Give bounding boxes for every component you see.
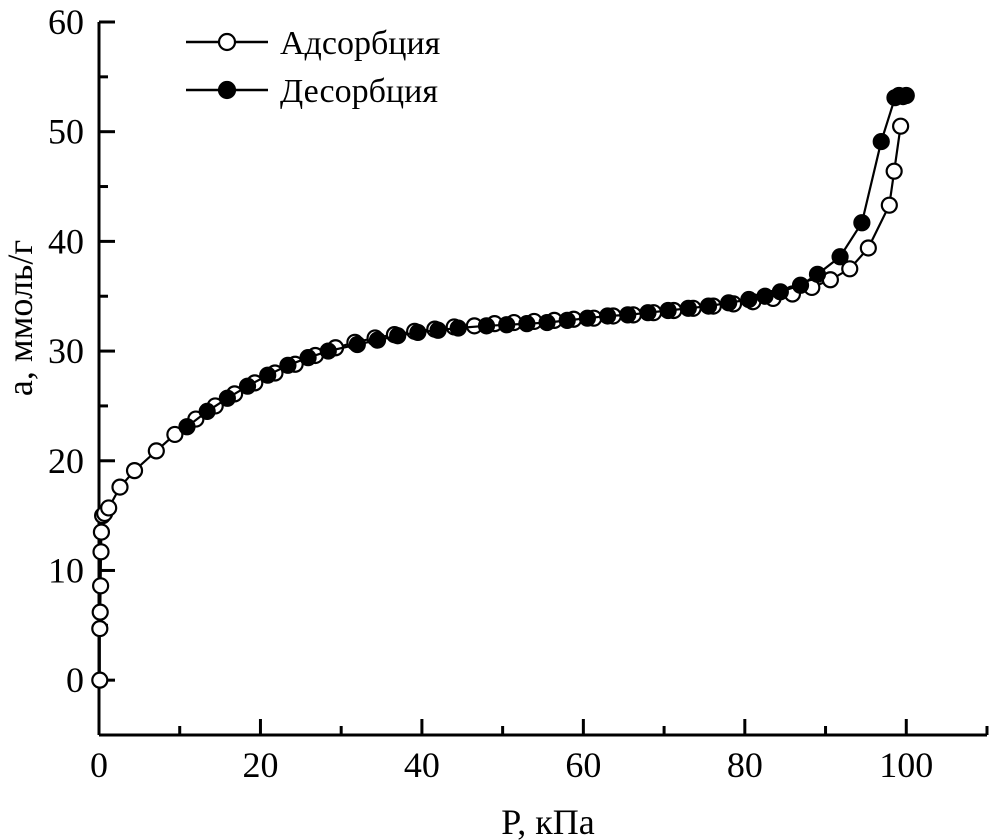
x-tick-label: 0	[90, 745, 108, 785]
adsorption-point	[885, 162, 903, 180]
desorption-point	[218, 389, 236, 407]
desorption-point	[756, 287, 774, 305]
desorption-point	[299, 349, 317, 367]
desorption-point	[348, 335, 366, 354]
adsorption-point	[125, 462, 144, 480]
desorption-point	[518, 315, 536, 333]
legend-item-2: Десорбция	[186, 73, 438, 110]
adsorption-point	[92, 523, 111, 541]
x-tick-label: 100	[879, 745, 933, 785]
desorption-point	[259, 366, 277, 384]
series-1	[91, 117, 910, 689]
y-tick-label: 30	[48, 331, 84, 371]
legend-marker	[217, 32, 237, 52]
adsorption-point	[100, 499, 118, 517]
adsorption-point	[91, 671, 109, 689]
desorption-point	[238, 377, 257, 395]
desorption-point	[771, 283, 789, 301]
desorption-point	[279, 356, 297, 374]
desorption-point	[598, 307, 617, 325]
adsorption-point	[841, 260, 859, 278]
adsorption-point	[91, 603, 109, 621]
series-2	[178, 86, 915, 436]
desorption-point	[368, 331, 387, 349]
adsorption-point	[147, 442, 165, 460]
desorption-point	[477, 317, 496, 335]
x-tick-label: 80	[727, 745, 763, 785]
y-tick-label: 0	[66, 660, 84, 700]
axes: 0 20 40 60 80 100 0 10 20 30 40 50 60	[48, 2, 989, 785]
desorption-point	[429, 321, 447, 339]
desorption-point	[659, 301, 677, 320]
adsorption-point	[892, 117, 910, 135]
y-tick-label: 10	[48, 550, 84, 590]
desorption-point	[389, 327, 407, 345]
series-layer	[91, 86, 915, 689]
desorption-point	[198, 402, 216, 421]
desorption-point	[319, 342, 337, 360]
legend-marker	[217, 80, 237, 100]
desorption-point	[679, 299, 697, 317]
desorption-point	[639, 304, 657, 322]
adsorption-point	[91, 619, 109, 638]
adsorption-point	[92, 577, 110, 595]
desorption-point	[872, 132, 890, 151]
desorption-point	[831, 248, 849, 266]
y-axis-ticks: 0 10 20 30 40 50 60	[48, 2, 115, 700]
desorption-point	[449, 319, 467, 337]
desorption-point	[699, 297, 718, 315]
legend: Адсорбция Десорбция	[186, 25, 441, 110]
desorption-point	[808, 265, 827, 283]
desorption-point	[578, 309, 597, 327]
y-tick-label: 20	[48, 441, 84, 481]
y-tick-label: 40	[48, 221, 84, 261]
desorption-point	[558, 311, 576, 329]
desorption-point	[791, 276, 810, 294]
adsorption-point	[166, 425, 184, 444]
x-tick-label: 40	[404, 745, 440, 785]
desorption-point	[897, 86, 915, 105]
y-tick-label: 50	[48, 112, 84, 152]
desorption-point	[619, 306, 637, 324]
legend-label: Десорбция	[280, 73, 438, 110]
y-tick-label: 60	[48, 2, 84, 42]
desorption-point	[740, 290, 758, 309]
y-axis-title: a, ммоль/г	[0, 240, 40, 396]
desorption-point	[409, 323, 427, 342]
adsorption-point	[880, 196, 898, 214]
series-line	[186, 94, 907, 428]
desorption-point	[538, 313, 556, 332]
legend-item-1: Адсорбция	[186, 25, 441, 62]
x-tick-label: 60	[565, 745, 601, 785]
adsorption-point	[92, 543, 110, 561]
legend-label: Адсорбция	[280, 25, 441, 62]
desorption-point	[498, 316, 516, 334]
x-tick-label: 20	[242, 745, 278, 785]
adsorption-point	[111, 478, 129, 496]
desorption-point	[720, 294, 738, 312]
x-axis-title: P, кПа	[501, 802, 595, 840]
adsorption-point	[859, 239, 877, 257]
x-axis-ticks: 0 20 40 60 80 100	[90, 719, 989, 785]
desorption-point	[853, 214, 871, 232]
desorption-point	[178, 418, 196, 436]
